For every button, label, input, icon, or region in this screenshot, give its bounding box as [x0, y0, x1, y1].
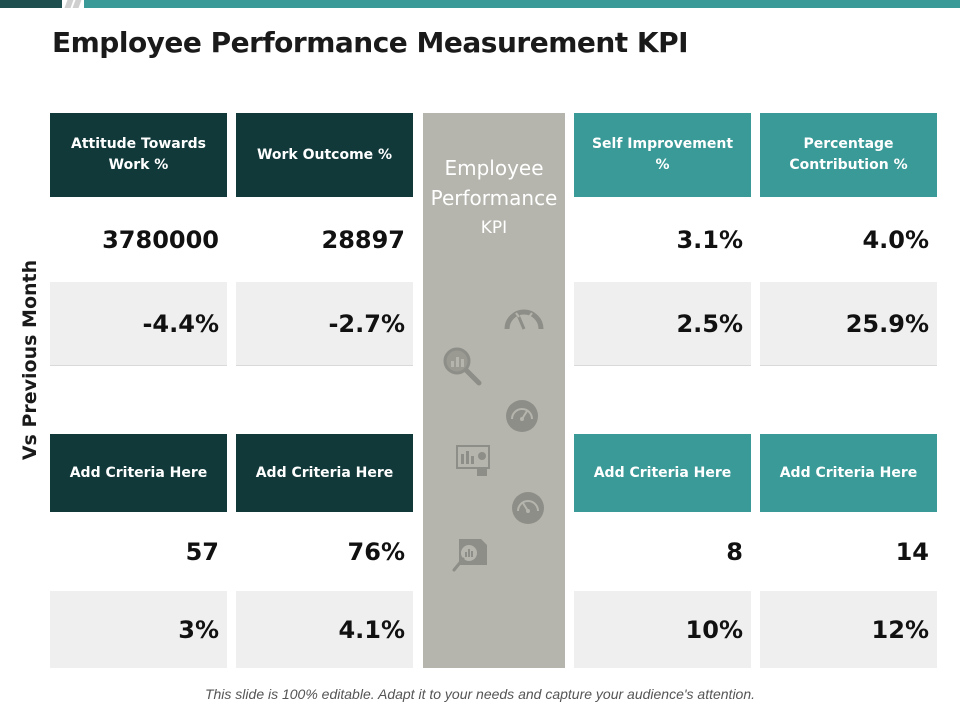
value-cell: 3780000 [50, 199, 227, 281]
magnifier-chart-icon [443, 347, 482, 386]
header-label: Add Criteria Here [69, 464, 208, 481]
dashboard-board-icon [456, 445, 490, 476]
divider [50, 365, 227, 366]
header-label: Self Improvement % [591, 136, 734, 173]
value-cell: 3% [50, 591, 227, 668]
header-add-criteria: Add Criteria Here [574, 434, 751, 512]
footer-note: This slide is 100% editable. Adapt it to… [204, 686, 756, 702]
divider [236, 365, 413, 366]
top-accent-bar-teal [84, 0, 960, 8]
header-add-criteria: Add Criteria Here [760, 434, 937, 512]
value-cell: 2.5% [574, 282, 751, 365]
speedometer-icon [506, 400, 538, 432]
speedometer-icon [512, 492, 544, 524]
value-cell: 4.0% [760, 199, 937, 281]
value-cell: 12% [760, 591, 937, 668]
center-title-line: Performance [430, 186, 558, 210]
value-cell: 10% [574, 591, 751, 668]
value-cell: -2.7% [236, 282, 413, 365]
top-accent-slash [72, 0, 82, 8]
header-label: Percentage Contribution % [789, 136, 908, 173]
center-title-line: KPI [480, 218, 508, 238]
header-add-criteria: Add Criteria Here [50, 434, 227, 512]
value-cell: -4.4% [50, 282, 227, 365]
header-self-improvement: Self Improvement % [574, 113, 751, 197]
value-cell: 4.1% [236, 591, 413, 668]
top-accent-bar-dark [0, 0, 62, 8]
side-label-text: Vs Previous Month [19, 259, 41, 461]
header-percentage-contribution: Percentage Contribution % [760, 113, 937, 197]
header-add-criteria: Add Criteria Here [236, 434, 413, 512]
value-cell: 3.1% [574, 199, 751, 281]
header-label: Attitude Towards Work % [70, 136, 207, 173]
value-cell: 25.9% [760, 282, 937, 365]
divider [574, 365, 751, 366]
header-label: Add Criteria Here [593, 464, 732, 481]
header-label: Add Criteria Here [255, 464, 394, 481]
value-cell: 28897 [236, 199, 413, 281]
value-cell: 8 [574, 513, 751, 590]
report-search-icon [452, 539, 487, 572]
page-title: Employee Performance Measurement KPI [52, 26, 689, 59]
header-attitude-towards-work: Attitude Towards Work % [50, 113, 227, 197]
gauge-arc-icon [504, 309, 544, 330]
header-label: Add Criteria Here [779, 464, 918, 481]
header-label: Work Outcome % [256, 146, 393, 163]
value-cell: 76% [236, 513, 413, 590]
center-title-line: Employee [444, 156, 544, 180]
center-kpi-column: Employee Performance KPI [423, 113, 565, 668]
value-cell: 14 [760, 513, 937, 590]
center-title: Employee Performance KPI [423, 153, 565, 243]
header-work-outcome: Work Outcome % [236, 113, 413, 197]
value-cell: 57 [50, 513, 227, 590]
divider [760, 365, 937, 366]
